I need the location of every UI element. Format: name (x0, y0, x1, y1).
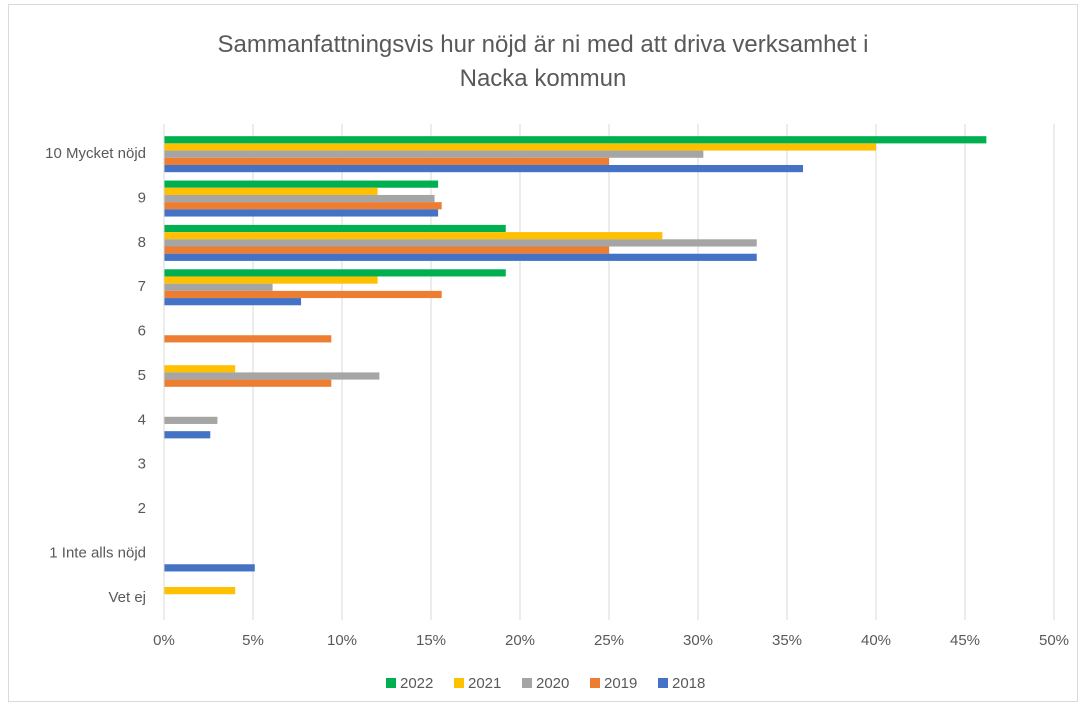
bar (164, 202, 442, 210)
x-tick-label: 25% (594, 632, 624, 649)
legend-swatch (386, 678, 396, 688)
bar (164, 224, 506, 233)
bar (164, 564, 255, 572)
legend-label: 2022 (400, 675, 433, 692)
y-tick-label: 3 (138, 456, 146, 473)
bar (164, 283, 273, 291)
y-tick-label: 2 (138, 500, 146, 517)
chart-title: Sammanfattningsvis hur nöjd är ni med at… (217, 31, 869, 92)
bar (164, 335, 332, 343)
legend-label: 2020 (536, 675, 569, 692)
bar (164, 194, 435, 203)
bar (164, 379, 332, 387)
y-tick-label: 7 (138, 278, 146, 295)
bar (164, 365, 236, 373)
legend-label: 2021 (468, 675, 501, 692)
bar (164, 269, 506, 277)
bar (164, 164, 804, 173)
bar (164, 298, 302, 306)
bar (164, 246, 609, 254)
legend-swatch (658, 678, 668, 688)
x-tick-label: 15% (416, 632, 446, 649)
bar (164, 290, 442, 299)
x-tick-label: 0% (153, 632, 175, 649)
legend-swatch (590, 678, 600, 688)
y-tick-label: 9 (138, 190, 146, 207)
bar (164, 232, 663, 240)
bar (164, 587, 236, 595)
y-tick-label: 1 Inte alls nöjd (49, 544, 146, 561)
bar (164, 253, 757, 261)
x-tick-label: 5% (242, 632, 264, 649)
legend-swatch (454, 678, 464, 688)
bar (164, 431, 211, 439)
bar (164, 416, 218, 424)
x-tick-label: 10% (327, 632, 357, 649)
x-tick-label: 35% (772, 632, 802, 649)
y-tick-label: Vet ej (108, 589, 146, 606)
bar (164, 372, 380, 380)
bar (164, 180, 439, 188)
x-tick-label: 40% (861, 632, 891, 649)
legend-label: 2018 (672, 675, 705, 692)
bar (164, 136, 987, 144)
legend-swatch (522, 678, 532, 688)
bar (164, 239, 757, 247)
y-tick-label: 10 Mycket nöjd (45, 145, 146, 162)
y-tick-label: 8 (138, 234, 146, 251)
bar (164, 157, 609, 165)
bar (164, 276, 378, 284)
x-tick-label: 45% (950, 632, 980, 649)
legend-label: 2019 (604, 675, 637, 692)
y-tick-label: 4 (138, 411, 146, 428)
x-tick-label: 50% (1039, 632, 1069, 649)
x-tick-label: 30% (683, 632, 713, 649)
x-tick-label: 20% (505, 632, 535, 649)
bar (164, 209, 439, 217)
bar (164, 150, 704, 158)
bar (164, 187, 378, 195)
y-tick-label: 6 (138, 323, 146, 340)
bar (164, 143, 876, 151)
y-tick-label: 5 (138, 367, 146, 384)
chart-frame (8, 4, 1078, 702)
